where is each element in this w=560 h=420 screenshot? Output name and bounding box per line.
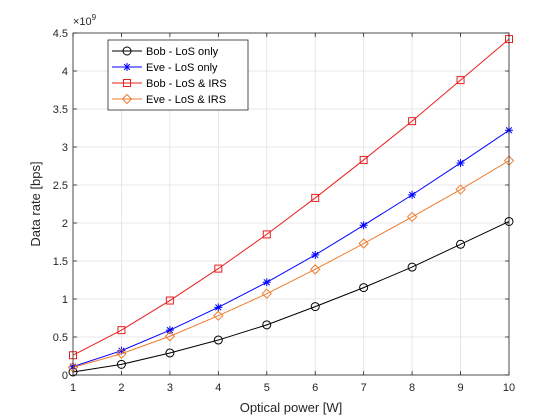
legend: Bob - LoS only Eve - LoS only Bob - LoS & … [107, 39, 249, 111]
data-point [359, 155, 368, 164]
data-point [310, 264, 321, 275]
data-point [165, 296, 174, 305]
data-point [117, 326, 126, 335]
axis-ticks: 1 2 3 4 5 6 7 8 9 10 0 0.5 1 1.5 2 2.5 3 3.5 4 4.5 [53, 28, 515, 394]
data-point [117, 346, 126, 355]
data-point [165, 326, 174, 335]
data-point [407, 262, 417, 272]
data-point [359, 283, 369, 293]
x-axis-title: Optical power [W] [240, 400, 343, 415]
legend-entry: Bob - LoS only [112, 46, 219, 58]
series-line [72, 129, 510, 368]
x-tick-label: 9 [457, 382, 463, 394]
y-tick-label: 2.5 [53, 180, 68, 192]
y-tick-label: 0.5 [53, 332, 68, 344]
data-point [116, 348, 127, 359]
legend-label: Eve - LoS & IRS [146, 94, 226, 106]
x-tick-label: 1 [70, 382, 76, 394]
x-tick-label: 3 [167, 382, 173, 394]
y-tick-label: 2 [62, 218, 68, 230]
data-point [456, 158, 465, 167]
legend-marker [122, 46, 132, 56]
legend-entry: Eve - LoS only [112, 62, 218, 74]
y-tick-label: 4.5 [53, 28, 68, 40]
data-point [262, 278, 271, 287]
series-4 [67, 155, 515, 373]
y-exponent-label: ×109 [73, 13, 97, 28]
grid-lines [72, 32, 510, 376]
data-point [213, 310, 224, 321]
y-tick-label: 3 [62, 142, 68, 154]
legend-label: Bob - LoS & IRS [146, 78, 227, 90]
x-tick-label: 5 [264, 382, 270, 394]
y-exponent-power: 9 [92, 13, 97, 22]
x-tick-label: 7 [361, 382, 367, 394]
legend-entry: Bob - LoS & IRS [112, 78, 227, 90]
series-line [72, 38, 510, 356]
data-point [408, 190, 417, 199]
y-tick-label: 1.5 [53, 256, 68, 268]
data-point [262, 230, 271, 239]
data-point [310, 302, 320, 312]
data-point [406, 211, 418, 223]
legend-label: Eve - LoS only [146, 62, 218, 74]
series-line [72, 160, 510, 368]
series-line [72, 221, 510, 373]
data-point [456, 239, 466, 249]
y-tick-label: 4 [62, 66, 68, 78]
data-point [214, 264, 223, 273]
y-exponent-base: ×10 [73, 16, 92, 28]
x-tick-label: 2 [118, 382, 124, 394]
legend-marker [123, 79, 131, 87]
data-point [455, 184, 466, 195]
y-tick-label: 3.5 [53, 104, 68, 116]
x-tick-label: 10 [503, 382, 515, 394]
x-tick-label: 8 [409, 382, 415, 394]
plot-frame [72, 32, 510, 376]
data-point [214, 303, 223, 312]
y-tick-label: 1 [62, 294, 68, 306]
data-point [116, 359, 126, 369]
y-axis-title: Data rate [bps] [28, 161, 43, 246]
data-point [408, 117, 417, 126]
data-point [261, 288, 272, 299]
x-tick-label: 4 [215, 382, 221, 394]
legend-marker [121, 93, 133, 105]
x-tick-label: 6 [312, 382, 318, 394]
data-point [262, 320, 272, 330]
data-point [165, 348, 175, 358]
data-point [213, 335, 223, 345]
data-point [456, 76, 465, 85]
data-point [311, 193, 320, 202]
y-tick-label: 0 [62, 370, 68, 382]
legend-marker [123, 63, 131, 71]
data-point [164, 331, 176, 342]
data-point [358, 238, 369, 249]
data-point [359, 221, 368, 230]
legend-label: Bob - LoS only [146, 46, 219, 58]
legend-entry: Eve - LoS & IRS [112, 93, 226, 106]
data-point [311, 250, 320, 259]
